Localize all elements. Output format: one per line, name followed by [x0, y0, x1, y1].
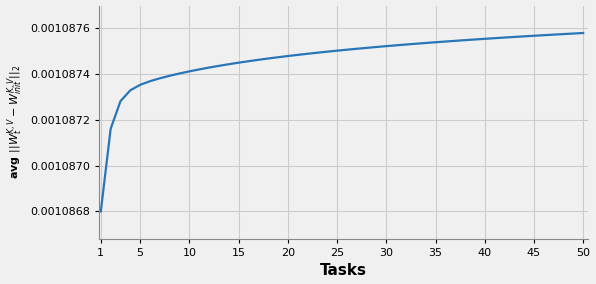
Y-axis label: avg $||W_t^{K,V} - W_{init}^{K,V}||_2$: avg $||W_t^{K,V} - W_{init}^{K,V}||_2$: [5, 65, 26, 179]
X-axis label: Tasks: Tasks: [320, 264, 367, 278]
